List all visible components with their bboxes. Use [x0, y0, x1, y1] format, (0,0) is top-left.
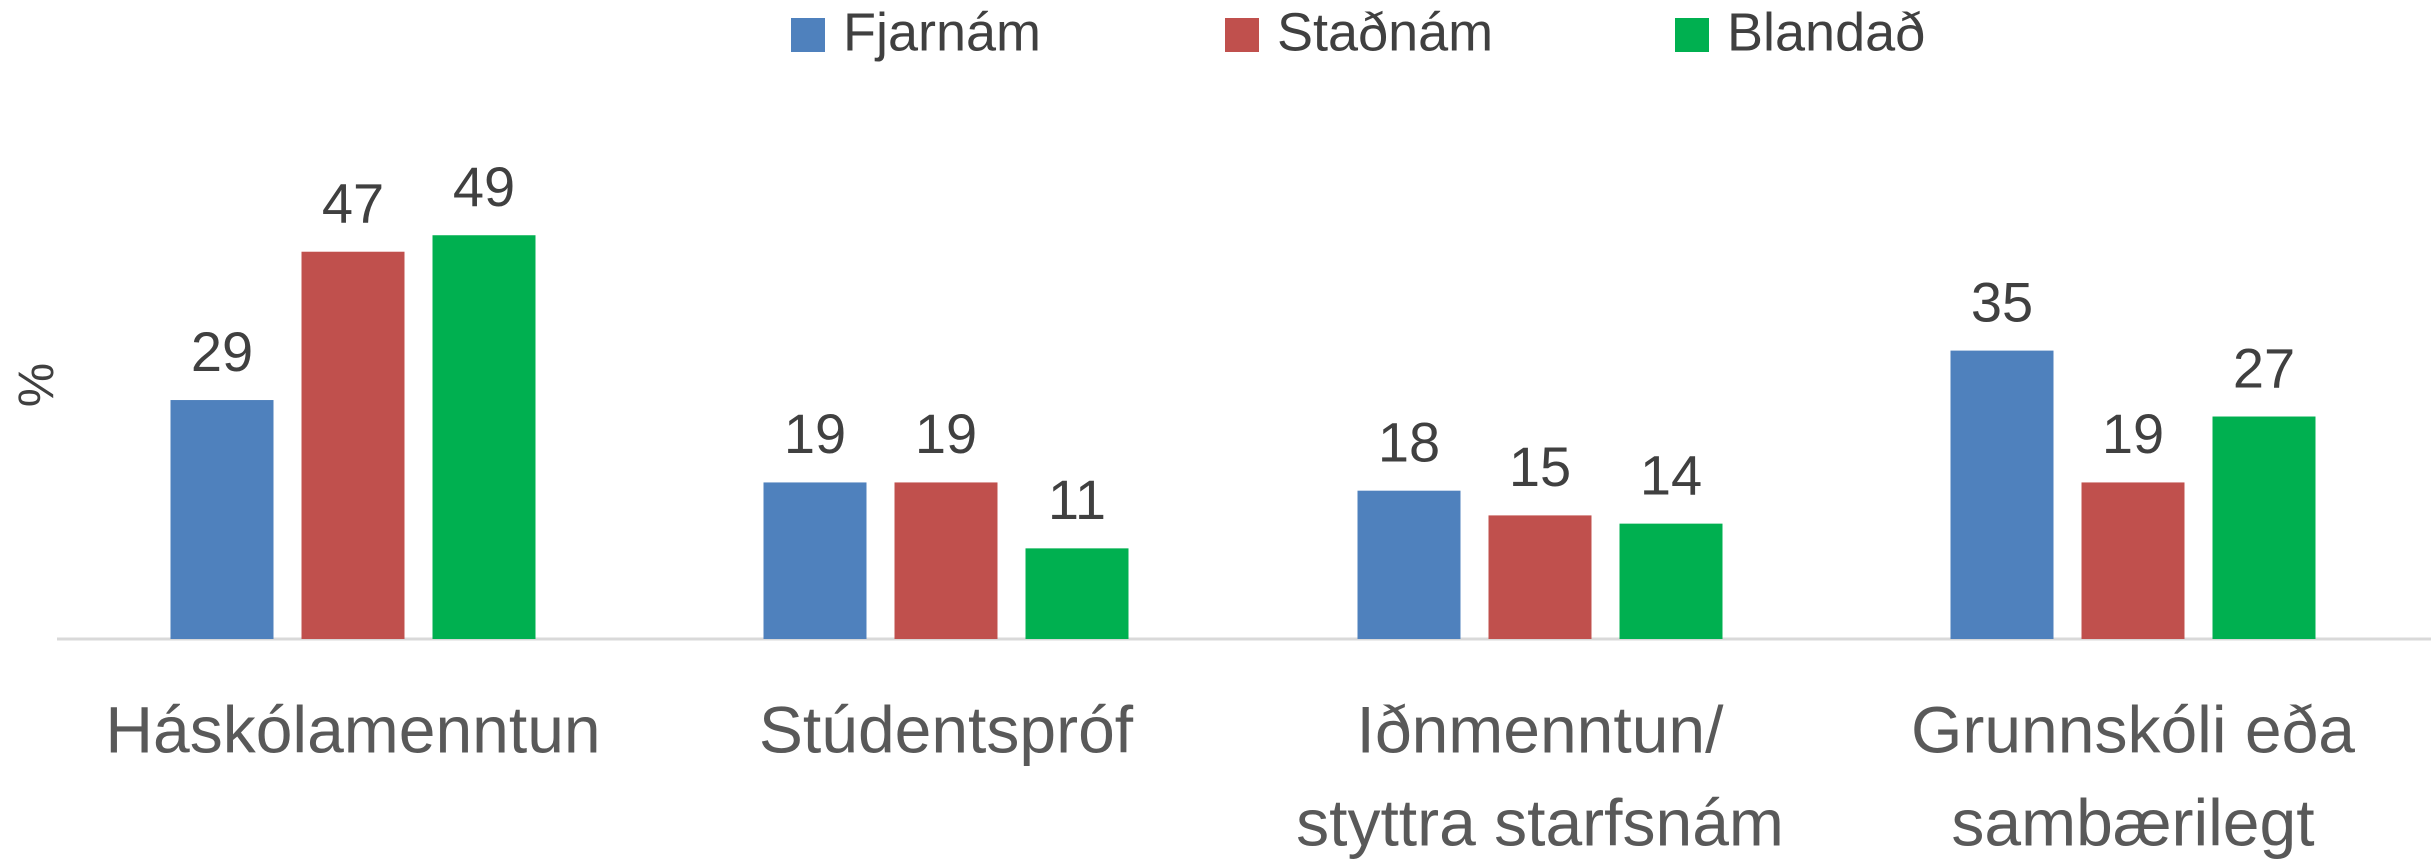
bar [432, 235, 536, 640]
data-label: 47 [322, 172, 384, 235]
data-label: 14 [1640, 443, 1702, 506]
data-label: 19 [915, 402, 977, 465]
bar [2081, 482, 2185, 639]
bar [1488, 515, 1592, 639]
data-label: 19 [2102, 402, 2164, 465]
data-label: 15 [1509, 435, 1571, 498]
data-label: 29 [191, 320, 253, 383]
legend-label: Staðnám [1277, 2, 1493, 62]
x-tick-label: sambærilegt [1951, 785, 2314, 859]
bar [763, 482, 867, 639]
legend-label: Fjarnám [843, 2, 1041, 62]
data-label: 11 [1048, 468, 1106, 531]
bar [1357, 490, 1461, 639]
data-label: 35 [1971, 270, 2033, 333]
bar [170, 400, 274, 639]
bar [1619, 523, 1723, 639]
data-label: 18 [1378, 410, 1440, 473]
bar [1950, 350, 2054, 639]
legend-swatch [1225, 18, 1259, 52]
bar [894, 482, 998, 639]
x-tick-label: Grunnskóli eða [1911, 692, 2355, 766]
x-tick-label: styttra starfsnám [1296, 785, 1784, 859]
x-tick-label: Háskólamenntun [105, 692, 600, 766]
data-label: 49 [453, 155, 515, 218]
bar [2212, 416, 2316, 639]
data-label: 27 [2233, 336, 2295, 399]
legend-swatch [1675, 18, 1709, 52]
data-label: 19 [784, 402, 846, 465]
x-tick-label: Stúdentspróf [759, 692, 1134, 766]
legend-label: Blandað [1727, 2, 1925, 62]
legend-swatch [791, 18, 825, 52]
x-tick-label: Iðnmenntun/ [1357, 692, 1725, 766]
y-axis-label: % [8, 363, 64, 407]
bar [301, 251, 405, 639]
bar [1025, 548, 1129, 639]
